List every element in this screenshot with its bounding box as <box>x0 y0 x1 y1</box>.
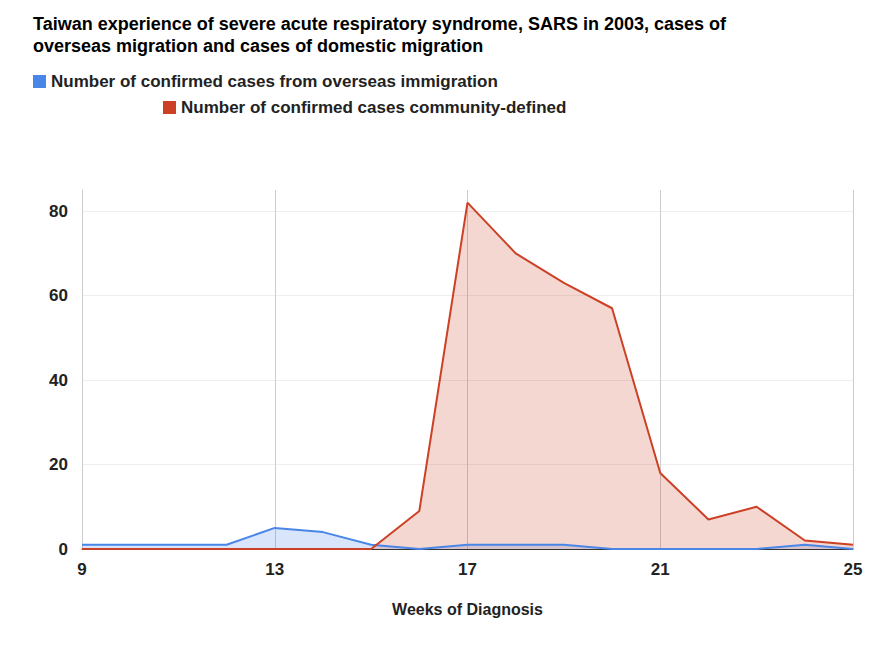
svg-text:overseas migration and cases o: overseas migration and cases of domestic… <box>33 36 483 56</box>
svg-text:0: 0 <box>59 540 68 559</box>
svg-text:Taiwan experience of severe ac: Taiwan experience of severe acute respir… <box>33 14 731 34</box>
svg-text:25: 25 <box>844 560 863 579</box>
svg-text:40: 40 <box>49 371 68 390</box>
svg-text:60: 60 <box>49 286 68 305</box>
svg-text:21: 21 <box>651 560 670 579</box>
svg-text:20: 20 <box>49 455 68 474</box>
svg-text:Weeks of Diagnosis: Weeks of Diagnosis <box>392 601 543 618</box>
svg-text:Number of confirmed cases from: Number of confirmed cases from overseas … <box>51 72 498 91</box>
svg-text:13: 13 <box>265 560 284 579</box>
svg-text:9: 9 <box>77 560 86 579</box>
svg-text:Number of confirmed cases comm: Number of confirmed cases community-defi… <box>181 98 566 117</box>
svg-text:80: 80 <box>49 202 68 221</box>
svg-text:17: 17 <box>458 560 477 579</box>
